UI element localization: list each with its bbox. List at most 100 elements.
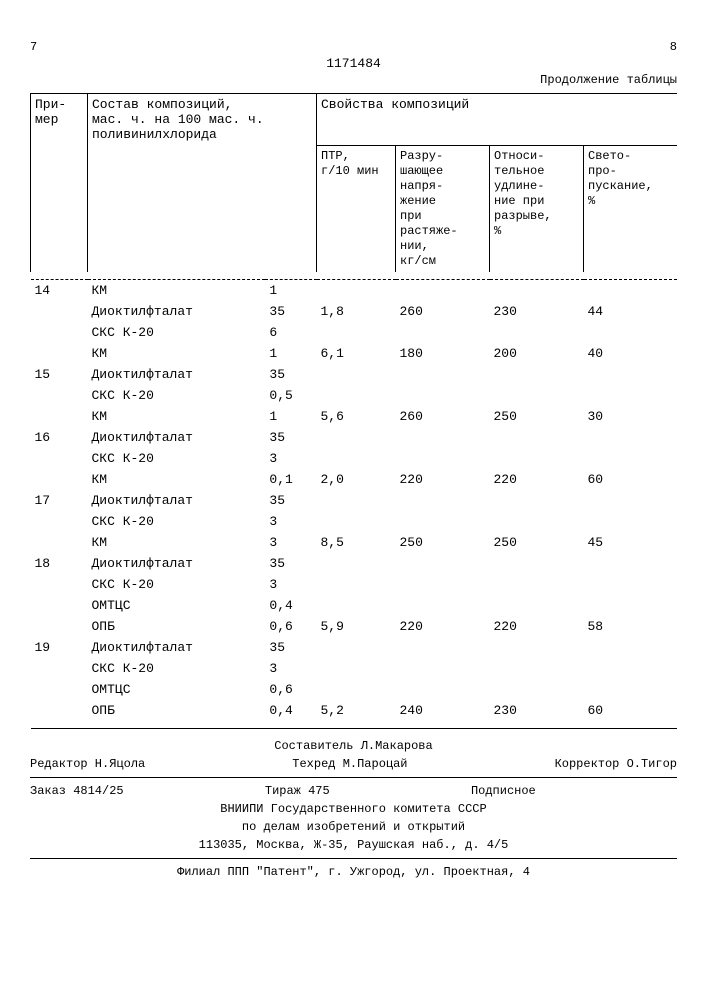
table-row: СКС К-206: [31, 322, 678, 343]
component-name: СКС К-20: [88, 385, 266, 406]
table-row: КМ15,626025030: [31, 406, 678, 427]
table-row: 17Диоктилфталат35: [31, 490, 678, 511]
table-row: СКС К-203: [31, 574, 678, 595]
value-ptr: 2,0: [317, 469, 396, 490]
component-name: КМ: [88, 532, 266, 553]
tech: Техред М.Пароцай: [292, 755, 407, 773]
component-name: ОМТЦС: [88, 595, 266, 616]
page-right: 8: [670, 40, 677, 54]
value-elong: [490, 553, 584, 574]
value-stress: 260: [396, 406, 490, 427]
component-name: ОПБ: [88, 616, 266, 637]
value-ptr: [317, 574, 396, 595]
component-name: Диоктилфталат: [88, 427, 266, 448]
value-ptr: [317, 385, 396, 406]
value-light: [584, 279, 678, 301]
value-elong: [490, 679, 584, 700]
table-row: 15Диоктилфталат35: [31, 364, 678, 385]
doc-number: 1171484: [30, 56, 677, 71]
value-elong: [490, 364, 584, 385]
page-left: 7: [30, 40, 37, 54]
value-elong: 230: [490, 301, 584, 322]
value-ptr: [317, 637, 396, 658]
table-row: Диоктилфталат351,826023044: [31, 301, 678, 322]
component-name: Диоктилфталат: [88, 301, 266, 322]
value-elong: 250: [490, 532, 584, 553]
component-amount: 3: [265, 532, 316, 553]
value-stress: [396, 679, 490, 700]
editor: Редактор Н.Яцола: [30, 755, 145, 773]
component-amount: 3: [265, 448, 316, 469]
value-elong: [490, 427, 584, 448]
value-elong: 220: [490, 616, 584, 637]
value-elong: 200: [490, 343, 584, 364]
value-light: [584, 385, 678, 406]
value-elong: [490, 322, 584, 343]
hdr-ptr: ПТР, г/10 мин: [317, 145, 396, 272]
component-name: Диоктилфталат: [88, 553, 266, 574]
value-elong: 220: [490, 469, 584, 490]
value-ptr: 6,1: [317, 343, 396, 364]
component-name: СКС К-20: [88, 658, 266, 679]
component-amount: 35: [265, 427, 316, 448]
value-stress: 220: [396, 616, 490, 637]
component-amount: 1: [265, 343, 316, 364]
value-stress: [396, 553, 490, 574]
footer: Составитель Л.Макарова Редактор Н.Яцола …: [30, 737, 677, 881]
hdr-elong: Относи- тельное удлине- ние при разрыве,…: [490, 145, 584, 272]
table-row: 14КМ1: [31, 279, 678, 301]
value-elong: [490, 637, 584, 658]
value-ptr: [317, 658, 396, 679]
value-light: [584, 658, 678, 679]
value-elong: [490, 448, 584, 469]
value-light: [584, 364, 678, 385]
value-stress: [396, 364, 490, 385]
value-ptr: [317, 490, 396, 511]
hdr-composition: Состав композиций, мас. ч. на 100 мас. ч…: [88, 94, 317, 146]
value-stress: [396, 490, 490, 511]
component-amount: 0,5: [265, 385, 316, 406]
table-row: ОПБ0,45,224023060: [31, 700, 678, 721]
corrector: Корректор О.Тигор: [555, 755, 677, 773]
value-ptr: 8,5: [317, 532, 396, 553]
value-elong: [490, 511, 584, 532]
value-ptr: 5,2: [317, 700, 396, 721]
component-name: СКС К-20: [88, 322, 266, 343]
value-elong: [490, 490, 584, 511]
value-elong: [490, 574, 584, 595]
addr1: 113035, Москва, Ж-35, Раушская наб., д. …: [30, 836, 677, 859]
component-name: КМ: [88, 279, 266, 301]
value-ptr: [317, 427, 396, 448]
value-ptr: [317, 364, 396, 385]
value-elong: [490, 595, 584, 616]
component-name: СКС К-20: [88, 511, 266, 532]
value-light: [584, 679, 678, 700]
component-amount: 1: [265, 406, 316, 427]
table-row: СКС К-200,5: [31, 385, 678, 406]
value-light: [584, 574, 678, 595]
value-light: 30: [584, 406, 678, 427]
value-ptr: [317, 279, 396, 301]
data-table: При- мер Состав композиций, мас. ч. на 1…: [30, 93, 677, 729]
org2: по делам изобретений и открытий: [30, 818, 677, 836]
value-stress: 180: [396, 343, 490, 364]
hdr-stress: Разру- шающее напря- жение при растяже- …: [396, 145, 490, 272]
component-amount: 6: [265, 322, 316, 343]
component-name: ОПБ: [88, 700, 266, 721]
table-row: ОМТЦС0,4: [31, 595, 678, 616]
component-amount: 3: [265, 511, 316, 532]
value-stress: [396, 385, 490, 406]
compiler: Составитель Л.Макарова: [30, 737, 677, 755]
value-elong: 250: [490, 406, 584, 427]
continuation-label: Продолжение таблицы: [30, 73, 677, 87]
value-stress: 260: [396, 301, 490, 322]
table-row: 19Диоктилфталат35: [31, 637, 678, 658]
value-light: [584, 490, 678, 511]
component-name: ОМТЦС: [88, 679, 266, 700]
component-name: Диоктилфталат: [88, 490, 266, 511]
value-light: [584, 637, 678, 658]
component-amount: 3: [265, 658, 316, 679]
value-ptr: [317, 595, 396, 616]
table-row: ОПБ0,65,922022058: [31, 616, 678, 637]
addr2: Филиал ППП "Патент", г. Ужгород, ул. Про…: [30, 863, 677, 881]
